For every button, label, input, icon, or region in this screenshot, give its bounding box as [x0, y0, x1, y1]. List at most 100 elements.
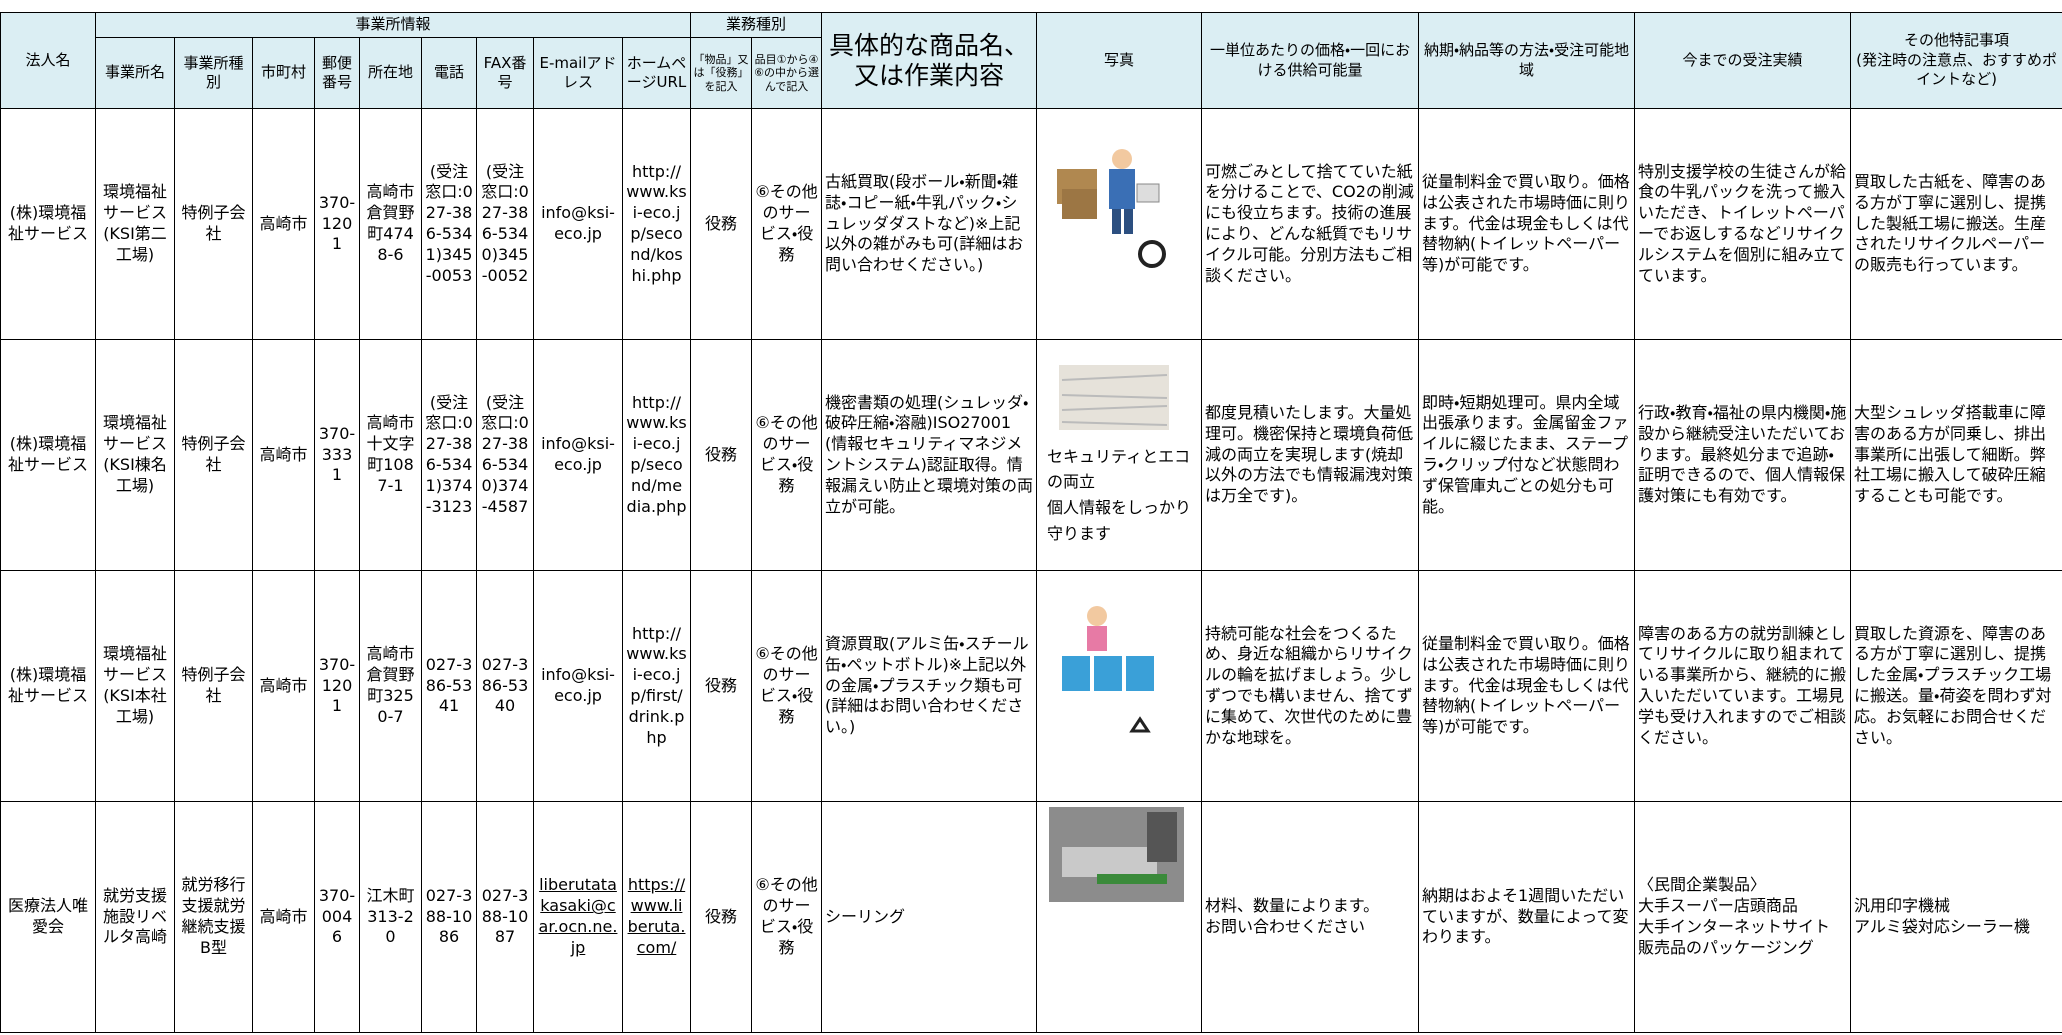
- cell-text: 高崎市: [259, 213, 308, 233]
- header-cell: E-mailアドレス: [533, 37, 623, 109]
- cell-text: 環境福祉サービス(KSI棟名工場): [102, 413, 167, 495]
- link-text[interactable]: https://www.liberuta.com/: [627, 875, 686, 957]
- photo-illustration: [1057, 149, 1167, 268]
- group-header: 事業所情報: [94, 12, 692, 38]
- cell-text: http://www.ksi-eco.jp/second/koshi.php: [626, 161, 687, 285]
- table-cell: ⑥その他のサービス・役務: [751, 108, 823, 340]
- table-cell: (株)環境福祉サービス: [0, 339, 96, 571]
- table-cell: シーリング: [821, 801, 1038, 1033]
- table-cell: 高崎市倉賀野町4748-6: [359, 108, 422, 340]
- header-cell: FAX番号: [476, 37, 534, 109]
- table-cell: (受注窓口:027-386-5340)374-4587: [476, 339, 534, 571]
- table-cell: info@ksi-eco.jp: [533, 108, 623, 340]
- header-cell: 郵便番号: [314, 37, 360, 109]
- table-cell: 従量制料金で買い取り。価格は公表された市場時価に則ります。代金は現金もしくは代替…: [1418, 108, 1636, 340]
- header-cell: 写真: [1036, 12, 1203, 109]
- cell-text: 都度見積いたします。大量処理可。機密保持と環境負荷低減の両立を実現します(焼却以…: [1205, 403, 1414, 506]
- cell-text: 障害のある方の就労訓練としてリサイクルに取り組まれている事業所から、継続的に搬入…: [1638, 623, 1847, 747]
- product-table: 法人名 事業所情報 業務種別 具体的な商品名、又は作業内容 写真 一単位あたりの…: [0, 12, 2062, 1033]
- table-row: (株)環境福祉サービス 環境福祉サービス(KSI棟名工場) 特例子会社 高崎市 370-…: [0, 339, 2062, 571]
- cell-text: 江木町313-20: [366, 885, 415, 947]
- cell-text: 買取した古紙を、障害のある方が丁寧に選別し、提携した製紙工場に搬送。生産されたリ…: [1854, 172, 2047, 275]
- photo-caption: セキュリティとエコの両立 個人情報をしっかり守ります: [1047, 446, 1192, 543]
- table-cell: 特別支援学校の生徒さんが給食の牛乳パックを洗って搬入いただき、トイレットペーパー…: [1634, 108, 1852, 340]
- cell-text: ⑥その他のサービス・役務: [755, 413, 818, 495]
- table-cell: 材料、数量によります。 お問い合わせください: [1201, 801, 1420, 1033]
- cell-text: 環境福祉サービス(KSI第二工場): [102, 182, 167, 264]
- cell-text: 027-386-5341: [425, 654, 473, 716]
- table-row: (株)環境福祉サービス 環境福祉サービス(KSI第二工場) 特例子会社 高崎市 370-…: [0, 108, 2062, 340]
- table-row: 医療法人唯愛会 就労支援施設リベルタ高崎 就労移行支援就労継続支援B型 高崎市 370-…: [0, 801, 2062, 1033]
- cell-text: info@ksi-eco.jp: [541, 434, 615, 474]
- table-cell: 370-3331: [314, 339, 360, 571]
- table-cell: 370-1201: [314, 570, 360, 802]
- table-cell: 370-1201: [314, 108, 360, 340]
- table-cell: 環境福祉サービス(KSI第二工場): [95, 108, 175, 340]
- cell-text: (受注窓口:027-386-5340)374-4587: [481, 392, 529, 516]
- table-cell: 027-386-5341: [421, 570, 477, 802]
- cell-text: 可燃ごみとして捨てていた紙を分けることで、CO2の削減にも役立ちます。技術の進展…: [1205, 161, 1414, 285]
- table-cell: (受注窓口:027-386-5341)345-0053: [421, 108, 477, 340]
- header-cell: 法人名: [0, 12, 96, 109]
- table-cell: info@ksi-eco.jp: [533, 570, 623, 802]
- cell-text: 役務: [705, 675, 738, 695]
- cell-text: 高崎市: [259, 444, 308, 464]
- table-cell: 環境福祉サービス(KSI棟名工場): [95, 339, 175, 571]
- table-cell: (受注窓口:027-386-5340)345-0052: [476, 108, 534, 340]
- header-cell: 所在地: [359, 37, 422, 109]
- table-cell: 特例子会社: [174, 570, 253, 802]
- photo-cell: [1036, 801, 1203, 1033]
- table-cell: 障害のある方の就労訓練としてリサイクルに取り組まれている事業所から、継続的に搬入…: [1634, 570, 1852, 802]
- table-cell: 医療法人唯愛会: [0, 801, 96, 1033]
- table-cell: 環境福祉サービス(KSI本社工場): [95, 570, 175, 802]
- cell-text: 特例子会社: [181, 434, 246, 474]
- cell-text: 役務: [705, 906, 738, 926]
- table-cell: 買取した古紙を、障害のある方が丁寧に選別し、提携した製紙工場に搬送。生産されたリ…: [1850, 108, 2062, 340]
- table-cell: ⑥その他のサービス・役務: [751, 801, 823, 1033]
- table-cell: 機密書類の処理(シュレッダ・破砕圧縮・溶融)ISO27001(情報セキュリティマ…: [821, 339, 1038, 571]
- table-cell: ⑥その他のサービス・役務: [751, 339, 823, 571]
- table-cell: 027-388-1087: [476, 801, 534, 1033]
- cell-text: http://www.ksi-eco.jp/second/media.php: [626, 392, 687, 516]
- group-header: 業務種別: [690, 12, 823, 38]
- table-cell: ⑥その他のサービス・役務: [751, 570, 823, 802]
- table-cell: 江木町313-20: [359, 801, 422, 1033]
- header-cell: 「物品」又は「役務」を記入: [690, 37, 753, 109]
- cell-text: 高崎市倉賀野町3250-7: [366, 644, 415, 726]
- header-cell: 市町村: [252, 37, 315, 109]
- cell-text: 高崎市: [259, 906, 308, 926]
- table-cell: 高崎市: [252, 339, 315, 571]
- cell-text: 就労支援施設リベルタ高崎: [102, 885, 167, 947]
- header-cell: その他特記事項 (発注時の注意点、おすすめポイントなど): [1850, 12, 2062, 109]
- cell-text: 古紙買取(段ボール・新聞・雑誌・コピー紙・牛乳パック・シュレッダダストなど)※上…: [825, 172, 1024, 275]
- table-cell: 行政・教育・福祉の県内機関・施設から継続受注いただいております。最終処分まで追跡…: [1634, 339, 1852, 571]
- cell-text: 従量制料金で買い取り。価格は公表された市場時価に則ります。代金は現金もしくは代替…: [1422, 172, 1631, 275]
- cell-text: 買取した資源を、障害のある方が丁寧に選別し、提携した金属・プラスチック工場に搬送…: [1854, 623, 2052, 747]
- cell-text: http://www.ksi-eco.jp/first/drink.php: [626, 623, 687, 747]
- photo-illustration: [1062, 606, 1155, 733]
- table-cell: 高崎市: [252, 801, 315, 1033]
- cell-text: 高崎市倉賀野町4748-6: [366, 182, 415, 264]
- table-cell: 高崎市: [252, 570, 315, 802]
- table-cell: 大型シュレッダ搭載車に障害のある方が同乗し、排出事業所に出張して細断。弊社工場に…: [1850, 339, 2062, 571]
- cell-text: 370-1201: [318, 654, 356, 716]
- photo-cell: セキュリティとエコの両立 個人情報をしっかり守ります: [1036, 339, 1203, 571]
- table-cell: 就労移行支援就労継続支援B型: [174, 801, 253, 1033]
- table-cell: (株)環境福祉サービス: [0, 570, 96, 802]
- header-cell: 納期・納品等の方法・受注可能地域: [1418, 12, 1636, 109]
- table-cell: 汎用印字機械 アルミ袋対応シーラー機: [1850, 801, 2062, 1033]
- table-cell: 高崎市: [252, 108, 315, 340]
- cell-text: 370-0046: [318, 885, 356, 947]
- header-cell: 品目①から④⑥の中から選んで記入: [751, 37, 823, 109]
- link-text[interactable]: liberutatakasaki@car.ocn.ne.jp: [538, 875, 618, 957]
- table-cell: 特例子会社: [174, 339, 253, 571]
- header-cell: 具体的な商品名、又は作業内容: [821, 12, 1038, 109]
- cell-text: 持続可能な社会をつくるため、身近な組織からリサイクルの輪を拡げましょう。少しずつ…: [1205, 623, 1413, 747]
- header-cell: 一単位あたりの価格・一回における供給可能量: [1201, 12, 1420, 109]
- table-cell: http://www.ksi-eco.jp/second/media.php: [621, 339, 692, 571]
- table-cell: 納期はおよそ1週間いただいていますが、数量によって変わります。: [1418, 801, 1636, 1033]
- cell-text: 機密書類の処理(シュレッダ・破砕圧縮・溶融)ISO27001(情報セキュリティマ…: [825, 392, 1034, 516]
- table-cell: 従量制料金で買い取り。価格は公表された市場時価に則ります。代金は現金もしくは代替…: [1418, 570, 1636, 802]
- cell-text: シーリング: [825, 906, 906, 926]
